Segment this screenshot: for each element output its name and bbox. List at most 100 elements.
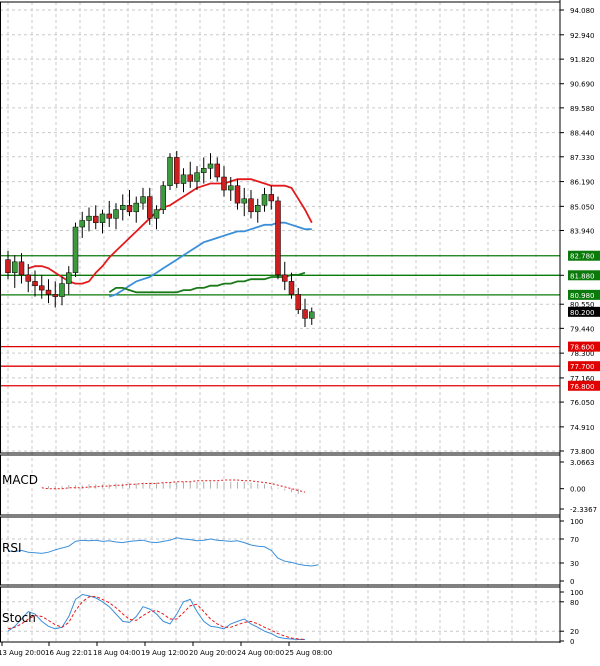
candle-body [268,194,274,202]
price-tags: 82.780 81.880 80.980 78.600 77.700 76.800 80.2… [568,250,600,391]
candle-body [309,311,315,319]
candle-body [288,281,295,295]
candle-body [39,285,45,291]
candle-body [207,163,214,169]
candle-body [302,309,308,319]
grid [0,2,560,642]
x-tick-label: 25 Aug 08:00 [285,649,332,657]
level-tag [568,380,600,391]
y-tick-label: 83.940 [570,228,595,236]
y-tick-label: 30 [570,560,579,568]
candle-body [59,283,65,297]
candle-body [160,185,166,210]
y-tick-label: 77.160 [570,375,595,383]
stoch-d-line [7,595,306,640]
candle-body [187,174,193,182]
macd-title: MACD [2,473,38,487]
candle-body [228,185,234,191]
macd-indicator [41,479,306,494]
y-tick-label: 76.050 [570,399,595,407]
y-tick-label: 86.190 [570,179,595,187]
candle-body [295,294,301,310]
candle-body [140,196,146,204]
candle-body [282,274,288,282]
candle-body [120,205,126,210]
y-tick-label: 78.300 [570,350,595,358]
y-tick-label: 80.550 [570,301,595,309]
y-tick-label: 74.910 [570,424,595,432]
y-tick-label: 100 [570,518,583,526]
rsi-title: RSI [2,541,22,555]
candle-body [126,205,133,213]
y-tick-label: 20 [570,628,579,636]
x-tick-label: 18 Aug 04:00 [93,649,140,657]
candle-body [72,226,79,273]
level-tag [568,289,600,300]
rsi-indicator [7,537,319,567]
candle-body [25,274,31,282]
level-tag [568,361,600,372]
candle-body [221,176,227,191]
y-tick-label: 73.800 [570,448,595,456]
candle-body [201,168,207,173]
level-tag [568,270,600,281]
candle-body [113,209,119,219]
panel-frames [0,0,561,643]
y-tick-label: 92.940 [570,32,595,40]
level-label: 76.800 [570,383,595,391]
y-tick-label: 100 [570,589,583,597]
candle-body [66,272,72,284]
candle-body [18,261,25,276]
y-tick-label: 0.00 [570,486,586,494]
candle-body [52,294,58,297]
candle-body [32,281,38,286]
y-tick-label: 0 [570,638,574,646]
macd-signal-line [41,479,306,493]
candle-body [174,157,180,184]
candle-body [180,174,187,184]
candle-body [275,200,281,276]
candle-body [261,194,268,206]
moving-average-line [108,271,306,294]
candle-body [5,259,11,273]
y-tick-label: -2.3367 [570,506,597,514]
candle-body [86,215,92,221]
level-label: 80.980 [570,292,595,300]
level-tag [568,250,600,261]
level-tag [568,341,600,352]
candle-body [214,163,220,178]
level-label: 78.600 [570,344,595,352]
y-tick-label: 94.080 [570,7,595,15]
candle-body [147,196,153,219]
y-tick-label: 85.050 [570,203,595,211]
y-tick-label: 90.690 [570,81,595,89]
level-label: 82.780 [570,253,595,261]
level-label: 77.700 [570,363,595,371]
level-label: 81.880 [570,272,595,280]
y-tick-label: 79.440 [570,325,595,333]
candle-body [93,215,99,223]
candle-body [12,261,18,273]
candle-body [79,220,85,228]
candle-body [194,172,200,182]
candle-body [248,198,254,213]
x-tick-label: 16 Aug 22:01 [45,649,92,657]
x-tick-label: 19 Aug 12:00 [141,649,188,657]
stoch-indicator [7,593,306,640]
candle-body [99,213,106,223]
candle-body [45,289,52,295]
y-tick-label: 88.440 [570,130,595,138]
y-tick-label: 0 [570,578,574,586]
y-tick-label: 91.820 [570,56,595,64]
candle-body [234,185,241,204]
y-tick-label: 89.580 [570,105,595,113]
candle-body [106,213,112,219]
candle-body [133,202,139,213]
x-tick-label: 24 Aug 00:00 [237,649,284,657]
rsi-line [7,537,319,567]
current-price-tag [568,306,600,317]
candle-body [255,205,261,213]
stoch-k-line [7,593,305,640]
candle-body [167,157,173,186]
